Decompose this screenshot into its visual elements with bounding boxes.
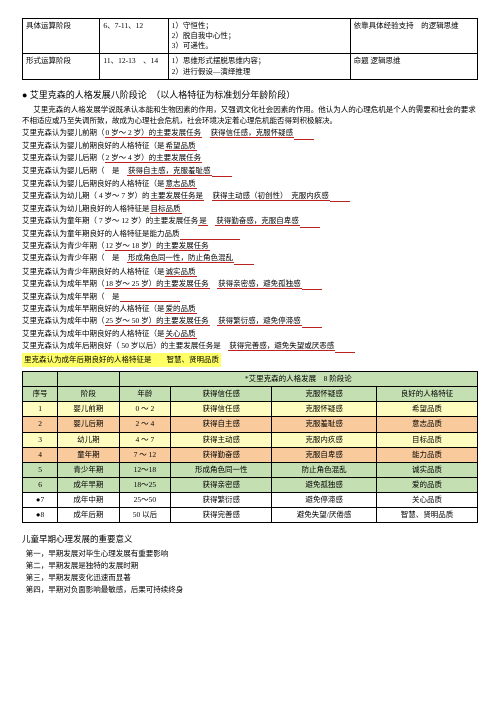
erikson-table-wrap: *艾里克森的人格发展 8 阶段论 序号阶段年龄获得信任感克服怀疑感良好的人格特征… [22, 371, 478, 523]
t2-cell: 克服羞耻感 [272, 417, 377, 432]
t2-cell: 2 [23, 417, 58, 432]
t2-cell: 成年中期 [58, 493, 119, 508]
fill-line: 艾里克森认为婴儿前期良好的人格特征（是希望品质 [22, 140, 478, 152]
erikson-intro: 艾里克森的人格发展学说既承认本能和生物因素的作用，又强调文化社会因素的作用。他认… [22, 104, 478, 127]
t2-col-header: 阶段 [58, 387, 119, 402]
t2-cell: 4 [23, 447, 58, 462]
fill-line: 艾里克森认为成年中期良好的人格特征（是关心品质 [22, 328, 478, 340]
intro-text: 艾里克森的人格发展学说既承认本能和生物因素的作用，又强调文化社会因素的作用。他认… [22, 105, 476, 125]
fill-line: 艾里克森认为青少年期良好的人格特征（是诚实品质 [22, 266, 478, 278]
fill-line: 艾里克森认为幼儿期（ 4 岁～ 7 岁）的主要发展任务是 获得主动感（初创性） … [22, 190, 478, 203]
t2-col-header: 年龄 [119, 387, 171, 402]
fill-line: 艾里克森认为童年期良好的人格特征是能力品质 [22, 228, 478, 240]
highlight-text: 里克森认为成年后期良好的人格特征是 智慧、贤明品质 [22, 353, 221, 367]
erikson-summary-table: *艾里克森的人格发展 8 阶段论 序号阶段年龄获得信任感克服怀疑感良好的人格特征… [22, 371, 478, 523]
t2-cell: ●7 [23, 493, 58, 508]
fill-line: 艾里克森认为婴儿后期良好的人格特征（是意志品质 [22, 178, 478, 190]
t2-cell: 爱的品质 [376, 477, 477, 492]
t2-cell: 成年早期 [58, 477, 119, 492]
t2-cell: 18～25 [119, 477, 171, 492]
t2-cell: 获得主动感 [171, 432, 272, 447]
fill-line: 艾里克森认为成年早期良好的人格特征（是爱的品质 [22, 303, 478, 315]
t2-cell: 获得自主感 [171, 417, 272, 432]
early-dev-item: 第三，早期发展变化迅速而显著 [26, 572, 478, 584]
early-dev-title: 儿童早期心理发展的重要意义 [22, 533, 478, 545]
t2-cell: 获得亲密感 [171, 477, 272, 492]
highlight-line: 里克森认为成年后期良好的人格特征是 智慧、贤明品质 [22, 353, 478, 367]
t2-col-header: 序号 [23, 387, 58, 402]
t2-cell: 能力品质 [376, 447, 477, 462]
t2-cell: 6 [23, 477, 58, 492]
piaget-stage-table: 具体运算阶段 6、7-11、12 1）守恒性； 2）脱自我中心性； 3）可递性。… [22, 18, 478, 80]
fill-line: 艾里克森认为童年期（ 7 岁～ 12 岁）的主要发展任务是 获得勤奋感，克服自卑… [22, 215, 478, 228]
t2-cell: 克服怀疑感 [272, 402, 377, 417]
fill-line: 艾里克森认为婴儿后期（2 岁～ 4 岁）的主要发展任务 [22, 152, 478, 164]
fill-line: 艾里克森认为婴儿后期（ 是 获得自主感，克服羞耻感 [22, 165, 478, 178]
t2-cell: 防止角色混乱 [272, 462, 377, 477]
t2-cell: 婴儿后期 [58, 417, 119, 432]
t1r1c2: 6、7-11、12 [100, 19, 168, 54]
t2-cell: 希望品质 [376, 402, 477, 417]
t2-cell: 7 ～ 12 [119, 447, 171, 462]
t2-cell: 意志品质 [376, 417, 477, 432]
t2-cell: 避免孤独感 [272, 477, 377, 492]
t2-cell: 避免失望/厌倦感 [272, 508, 377, 523]
t2-cell: 5 [23, 462, 58, 477]
t2-blank1 [23, 372, 58, 387]
erikson-lines: 艾里克森认为婴儿前期（0 岁～ 2 岁）的主要发展任务 获得信任感，克服怀疑感艾… [22, 127, 478, 353]
t2-cell: 目标品质 [376, 432, 477, 447]
t2-cell: 4 ～ 7 [119, 432, 171, 447]
t1r1c4: 依靠具体经验支持 的逻辑思维 [350, 19, 477, 54]
erikson-title: 艾里克森的人格发展八阶段论 （以人格特征为标准划分年龄阶段） [22, 88, 478, 101]
fill-line: 艾里克森认为成年后期良好（ 50 岁以后）的主要发展任务是 获得完善感，避免失望… [22, 340, 478, 353]
t2-cell: 避免停滞感 [272, 493, 377, 508]
t1r2c4: 命题 逻辑思维 [350, 54, 477, 79]
t2-cell: ●8 [23, 508, 58, 523]
t2-cell: 童年期 [58, 447, 119, 462]
t2-title: *艾里克森的人格发展 8 阶段论 [119, 372, 477, 387]
t2-cell: 青少年期 [58, 462, 119, 477]
t2-col-header: 克服怀疑感 [272, 387, 377, 402]
t2-cell: 25～50 [119, 493, 171, 508]
t2-cell: 幼儿期 [58, 432, 119, 447]
t2-cell: 获得勤奋感 [171, 447, 272, 462]
fill-line: 艾里克森认为成年早期（ 是 [22, 291, 478, 303]
t2-cell: 获得繁衍感 [171, 493, 272, 508]
fill-line: 艾里克森认为婴儿前期（0 岁～ 2 岁）的主要发展任务 获得信任感，克服怀疑感 [22, 127, 478, 140]
t2-cell: 诚实品质 [376, 462, 477, 477]
fill-line: 艾里克森认为青少年期（12 岁～ 18 岁）的主要发展任务 [22, 240, 478, 252]
fill-line: 艾里克森认为青少年期（ 是 形成角色同一性，防止角色混乱 [22, 252, 478, 265]
t2-cell: 50 以后 [119, 508, 171, 523]
t2-cell: 1 [23, 402, 58, 417]
t2-col-header: 获得信任感 [171, 387, 272, 402]
t2-cell: 12～18 [119, 462, 171, 477]
t2-blank2 [58, 372, 119, 387]
t2-cell: 智慧、贤明品质 [376, 508, 477, 523]
fill-line: 艾里克森认为成年早期（18 岁～ 25 岁）的主要发展任务 获得亲密感，避免孤独… [22, 278, 478, 291]
t1r1c1: 具体运算阶段 [23, 19, 100, 54]
t2-cell: 克服内疚感 [272, 432, 377, 447]
early-dev-item: 第一，早期发展对毕生心理发展有重要影响 [26, 548, 478, 560]
t2-cell: 0 ～ 2 [119, 402, 171, 417]
early-dev-item: 第四，早期对负面影响最敏感，后果可持续终身 [26, 584, 478, 596]
t1r2c1: 形式运算阶段 [23, 54, 100, 79]
t2-cell: 形成角色同一性 [171, 462, 272, 477]
fill-line: 艾里克森认为幼儿期良好的人格特征是目标品质 [22, 203, 478, 215]
t2-cell: 婴儿前期 [58, 402, 119, 417]
early-dev-list: 第一，早期发展对毕生心理发展有重要影响第二，早期发展是独特的发展时期第三，早期发… [22, 548, 478, 596]
t1r1c3: 1）守恒性； 2）脱自我中心性； 3）可递性。 [168, 19, 350, 54]
t1r2c2: 11、12-13 、14 [100, 54, 168, 79]
t2-cell: 获得完善感 [171, 508, 272, 523]
t2-cell: 克服自卑感 [272, 447, 377, 462]
t2-col-header: 良好的人格特征 [376, 387, 477, 402]
t2-cell: 3 [23, 432, 58, 447]
t2-cell: 成年后期 [58, 508, 119, 523]
early-dev-item: 第二，早期发展是独特的发展时期 [26, 560, 478, 572]
t2-cell: 获得信任感 [171, 402, 272, 417]
t2-cell: 关心品质 [376, 493, 477, 508]
t1r2c3: 1）思维形式摆脱思维内容； 2）进行假设—演绎推理 [168, 54, 350, 79]
t2-cell: 2 ～ 4 [119, 417, 171, 432]
fill-line: 艾里克森认为成年中期（25 岁～ 50 岁）的主要发展任务 获得繁衍感，避免停滞… [22, 315, 478, 328]
